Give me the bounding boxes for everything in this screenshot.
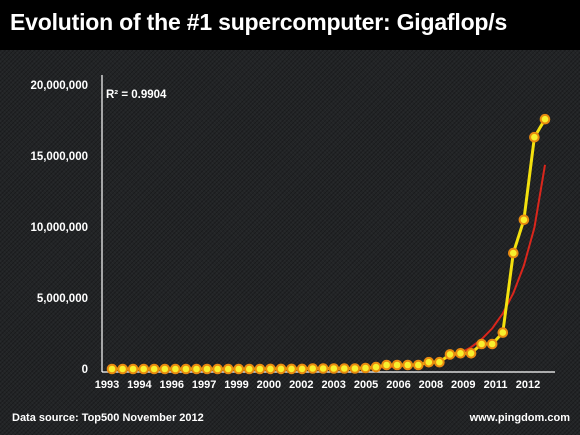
y-tick-label: 0	[82, 364, 88, 376]
data-point	[444, 349, 456, 360]
data-point	[233, 363, 244, 375]
data-point	[159, 363, 171, 375]
data-point	[476, 338, 487, 350]
data-point	[539, 113, 551, 125]
data-source-note: Data source: Top500 November 2012	[12, 412, 204, 424]
data-point	[497, 327, 509, 338]
x-tick-label: 2006	[386, 379, 410, 391]
data-point	[508, 247, 519, 259]
data-point	[529, 131, 540, 143]
x-tick-label: 2002	[289, 379, 313, 391]
data-point	[317, 363, 329, 374]
x-tick-label: 1999	[224, 379, 248, 391]
data-point	[307, 363, 319, 374]
series-layer	[106, 113, 551, 375]
data-point	[222, 363, 234, 375]
x-tick-label: 1993	[95, 379, 119, 391]
x-tick-label: 1997	[192, 379, 216, 391]
data-point	[360, 362, 371, 374]
data-point	[402, 359, 414, 371]
data-point	[455, 348, 466, 359]
data-point	[370, 361, 382, 373]
x-tick-label: 2000	[257, 379, 281, 391]
x-tick-label: 2009	[451, 379, 475, 391]
data-point	[296, 363, 308, 375]
data-point	[423, 356, 435, 368]
data-point	[434, 356, 445, 368]
y-tick-label: 5,000,000	[37, 293, 88, 305]
x-tick-label: 2008	[419, 379, 443, 391]
data-point	[339, 363, 350, 374]
data-point	[349, 363, 361, 374]
website-credit: www.pingdom.com	[469, 412, 570, 424]
data-point	[275, 363, 287, 375]
data-point	[486, 338, 498, 350]
x-tick-label: 1996	[160, 379, 184, 391]
data-point	[170, 363, 181, 375]
data-point	[465, 348, 477, 359]
data-point	[244, 363, 255, 375]
data-point	[127, 363, 139, 375]
data-point	[328, 363, 340, 374]
r-squared-annotation: R² = 0.9904	[106, 89, 167, 101]
data-point	[138, 363, 149, 375]
data-point	[148, 363, 160, 375]
x-tick-label: 2012	[516, 379, 540, 391]
data-point	[180, 363, 192, 375]
data-point	[391, 359, 403, 371]
title-bar: Evolution of the #1 supercomputer: Gigaf…	[0, 0, 580, 50]
data-point	[191, 363, 202, 375]
x-axis-ticks: 1993 1994 1996 1997 1999 2000 2002 2003 2005 2006…	[95, 379, 540, 391]
x-tick-label: 2011	[484, 379, 508, 391]
data-point	[106, 363, 118, 375]
data-line	[112, 118, 547, 371]
data-point	[254, 363, 266, 375]
x-tick-label: 2005	[354, 379, 378, 391]
data-point	[286, 363, 297, 375]
data-point	[201, 363, 213, 375]
data-point	[265, 363, 276, 375]
y-axis-ticks: 0 5,000,000 10,000,000 15,000,000 20,000,000	[30, 80, 88, 376]
y-tick-label: 15,000,000	[30, 151, 88, 163]
data-point	[117, 363, 128, 375]
chart-title: Evolution of the #1 supercomputer: Gigaf…	[10, 9, 508, 35]
trend-line	[112, 164, 546, 370]
data-point	[413, 359, 424, 371]
data-point	[518, 214, 530, 226]
x-tick-label: 1994	[127, 379, 152, 391]
y-tick-label: 20,000,000	[30, 80, 88, 92]
x-tick-label: 2003	[321, 379, 345, 391]
data-point	[381, 359, 392, 371]
y-tick-label: 10,000,000	[30, 222, 88, 234]
data-point	[212, 363, 223, 375]
